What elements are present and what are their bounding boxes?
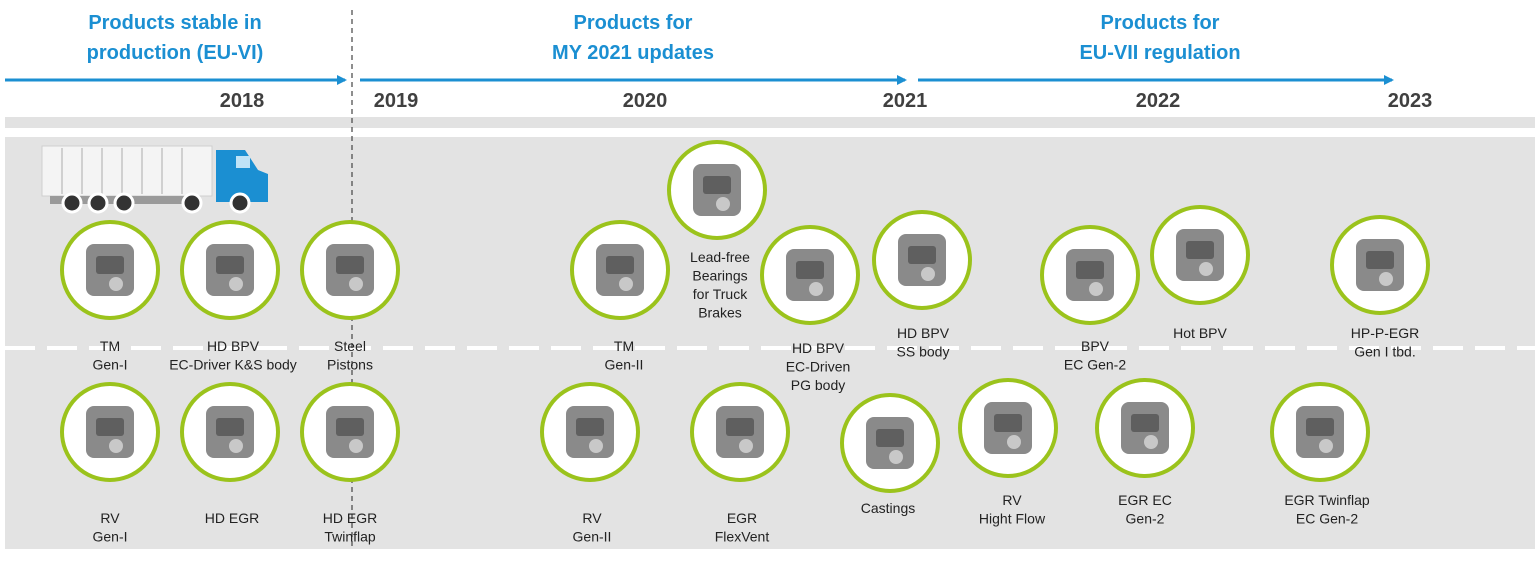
product-label: FlexVent: [715, 529, 770, 545]
product-label: Gen-2: [1126, 511, 1165, 527]
product-label: Lead-free: [690, 249, 750, 265]
product-image: [109, 277, 123, 291]
product-image: [1076, 261, 1104, 279]
product-image: [1319, 439, 1333, 453]
product-image: [229, 277, 243, 291]
product-image: [716, 197, 730, 211]
product-image: [1007, 435, 1021, 449]
product-label: HP-P-EGR: [1351, 325, 1419, 341]
product-label: Bearings: [692, 268, 747, 284]
truck: [42, 146, 268, 212]
product-label: RV: [1002, 492, 1022, 508]
product-label: TM: [614, 338, 634, 354]
product-image: [921, 267, 935, 281]
product-label: Gen I tbd.: [1354, 344, 1415, 360]
product-label: Gen-I: [92, 529, 127, 545]
product-image: [1131, 414, 1159, 432]
product-image: [349, 439, 363, 453]
product-label: RV: [100, 510, 120, 526]
product-image: [1199, 262, 1213, 276]
phase-title: production (EU-VI): [87, 42, 264, 64]
product-image: [908, 246, 936, 264]
product-image: [1144, 435, 1158, 449]
product-label: Steel: [334, 338, 366, 354]
band: [5, 117, 1535, 128]
product-image: [739, 439, 753, 453]
product-label: HD BPV: [792, 340, 845, 356]
product-image: [336, 256, 364, 274]
year: 2020: [623, 90, 668, 112]
product-image: [1089, 282, 1103, 296]
product-label: BPV: [1081, 338, 1110, 354]
product-label: Gen-II: [573, 529, 612, 545]
product-label: HD BPV: [207, 338, 260, 354]
product-image: [96, 256, 124, 274]
product-label: EGR Twinflap: [1284, 492, 1370, 508]
product-label: Hight Flow: [979, 511, 1046, 527]
product-label: EC-Driven: [786, 359, 851, 375]
product-label: EGR: [727, 510, 757, 526]
year: 2021: [883, 90, 928, 112]
timeline: Products stable in production (EU-VI) Prod…: [0, 0, 1535, 563]
product-image: [1379, 272, 1393, 286]
phase-title: MY 2021 updates: [552, 42, 714, 64]
product-label: RV: [582, 510, 602, 526]
product-image: [703, 176, 731, 194]
product-image: [109, 439, 123, 453]
phase-title: Products stable in: [88, 12, 261, 34]
product: EGR Twinflap EC Gen-2: [1272, 384, 1370, 527]
year: 2018: [220, 90, 265, 112]
phase-title: EU-VII regulation: [1079, 42, 1240, 64]
product-label: EGR EC: [1118, 492, 1172, 508]
product-label: PG body: [791, 377, 845, 393]
product-image: [216, 256, 244, 274]
product-image: [349, 277, 363, 291]
product-image: [1186, 241, 1214, 259]
product-image: [576, 418, 604, 436]
product-image: [589, 439, 603, 453]
product-image: [1366, 251, 1394, 269]
product-label: HD EGR: [323, 510, 377, 526]
product-label: TM: [100, 338, 120, 354]
product-label: EC-Driver K&S body: [169, 357, 297, 373]
product-image: [796, 261, 824, 279]
year: 2022: [1136, 90, 1181, 112]
product-image: [994, 414, 1022, 432]
product-label: for Truck: [693, 286, 748, 302]
phase-title: Products for: [574, 12, 693, 34]
product-label: Castings: [861, 500, 915, 516]
phase-title: Products for: [1101, 12, 1220, 34]
product-label: HD EGR: [205, 510, 259, 526]
product-label: Hot BPV: [1173, 325, 1227, 341]
product-image: [229, 439, 243, 453]
product-image: [876, 429, 904, 447]
year: 2019: [374, 90, 419, 112]
product-label: Brakes: [698, 305, 742, 321]
product-image: [889, 450, 903, 464]
product-image: [96, 418, 124, 436]
product-image: [216, 418, 244, 436]
product-label: Twinflap: [324, 529, 376, 545]
product-image: [619, 277, 633, 291]
product-image: [606, 256, 634, 274]
product-image: [726, 418, 754, 436]
product-label: EC Gen-2: [1296, 511, 1358, 527]
product-label: Gen-II: [605, 357, 644, 373]
year: 2023: [1388, 90, 1433, 112]
product-image: [1306, 418, 1334, 436]
product-label: EC Gen-2: [1064, 357, 1126, 373]
product-label: HD BPV: [897, 325, 950, 341]
product-label: SS body: [897, 344, 950, 360]
product-label: Gen-I: [92, 357, 127, 373]
product-image: [336, 418, 364, 436]
product-label: Pistons: [327, 357, 373, 373]
product-image: [809, 282, 823, 296]
